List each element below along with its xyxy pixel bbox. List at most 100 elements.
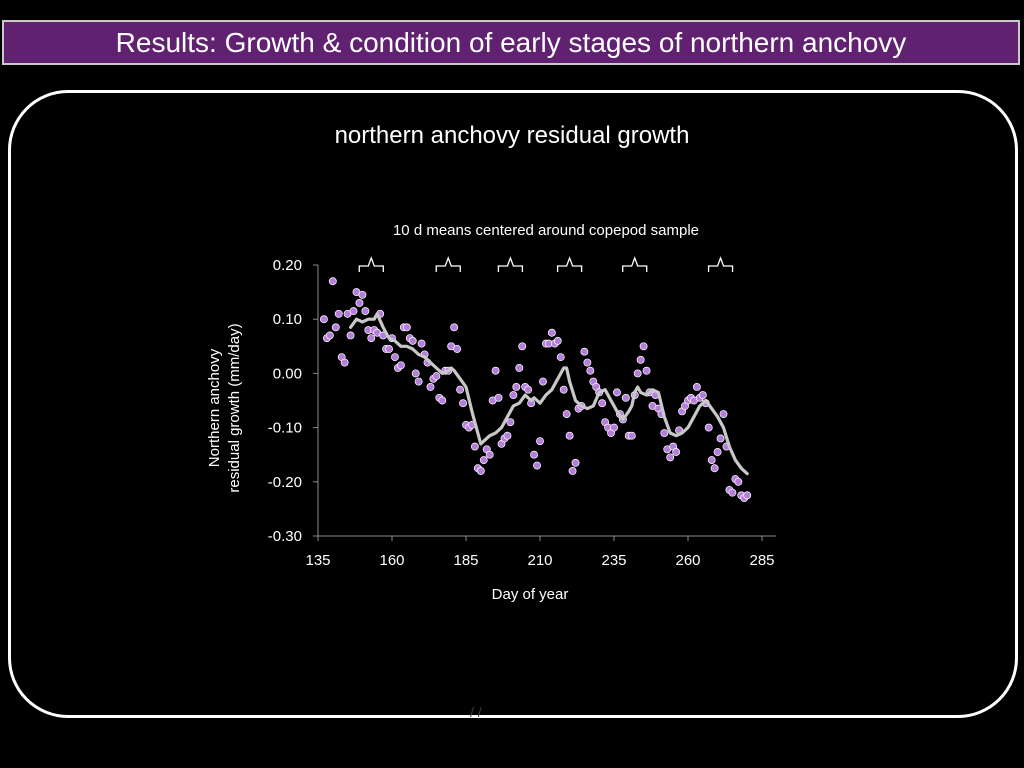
y-tick-label: -0.20	[268, 474, 302, 491]
data-point	[598, 399, 607, 408]
sample-bracket	[497, 256, 524, 272]
data-point	[719, 410, 728, 418]
data-point	[459, 399, 467, 408]
data-point	[633, 369, 642, 378]
data-point	[728, 488, 737, 497]
data-point	[559, 385, 568, 394]
data-point	[627, 431, 636, 440]
data-point	[710, 464, 719, 473]
data-point	[642, 366, 651, 375]
data-point	[494, 393, 503, 402]
chart-title: northern anchovy residual growth	[334, 122, 690, 149]
data-point	[565, 431, 574, 440]
data-point	[509, 391, 518, 400]
chart-panel	[8, 90, 1018, 718]
data-point	[456, 385, 465, 394]
x-tick-label: 185	[453, 552, 478, 569]
data-point	[340, 358, 349, 367]
data-point	[580, 347, 589, 356]
y-axis-label-line: residual growth (mm/day)	[226, 323, 243, 492]
data-point	[391, 353, 399, 362]
sample-bracket	[556, 256, 583, 272]
y-tick-label: -0.10	[268, 420, 302, 437]
data-point	[713, 448, 722, 456]
data-point	[672, 448, 681, 456]
sample-bracket	[435, 256, 461, 272]
data-point	[485, 450, 494, 459]
data-point	[396, 361, 405, 370]
data-point	[533, 461, 541, 470]
data-point	[503, 431, 512, 440]
data-point	[698, 391, 707, 400]
data-point	[334, 309, 343, 318]
data-point	[349, 307, 358, 316]
x-tick-label: 260	[675, 552, 700, 569]
y-tick-label: -0.30	[268, 528, 302, 545]
y-tick-label: 0.20	[273, 257, 302, 274]
data-point	[734, 477, 743, 486]
data-point	[556, 353, 565, 362]
data-point	[530, 450, 539, 459]
data-point	[450, 323, 459, 332]
data-point	[583, 358, 592, 367]
data-point	[639, 342, 648, 351]
data-point	[716, 434, 725, 443]
x-tick-label: 160	[379, 552, 404, 569]
data-point	[660, 429, 669, 437]
running-mean-line	[349, 312, 749, 476]
data-point	[586, 366, 595, 375]
y-axis-label-line: Northern anchovy	[206, 348, 223, 467]
data-point	[707, 456, 716, 465]
x-axis-label: Day of year	[492, 586, 569, 603]
data-point	[692, 383, 701, 391]
data-point	[515, 364, 524, 372]
data-point	[328, 277, 337, 286]
x-tick-label: 235	[601, 552, 626, 569]
data-point	[367, 334, 376, 343]
data-point	[636, 355, 645, 364]
data-point	[666, 453, 675, 462]
data-point	[346, 331, 355, 340]
x-tick-label: 285	[749, 552, 774, 569]
data-point	[417, 339, 426, 348]
data-point	[414, 377, 423, 386]
data-point	[621, 393, 630, 402]
x-tick-label: 135	[305, 552, 330, 569]
data-point	[479, 456, 488, 465]
data-point	[512, 383, 521, 391]
data-point	[539, 377, 547, 386]
data-point	[355, 298, 364, 307]
y-tick-label: 0.10	[273, 311, 302, 328]
data-point	[491, 366, 500, 375]
sample-bracket	[622, 256, 648, 272]
data-point	[426, 383, 435, 391]
data-point	[319, 315, 328, 324]
data-point	[568, 467, 577, 475]
title-bar: Results: Growth & condition of early sta…	[2, 20, 1020, 65]
data-point	[524, 385, 533, 394]
data-point	[553, 336, 562, 345]
data-point	[411, 369, 420, 378]
sample-bracket	[358, 256, 384, 272]
data-point	[536, 437, 544, 446]
obscured-text: / /	[470, 704, 482, 720]
data-point	[331, 323, 340, 332]
sample-bracket	[707, 256, 734, 272]
data-point	[385, 345, 393, 353]
data-point	[361, 307, 370, 316]
y-tick-label: 0.00	[273, 365, 302, 382]
data-point	[438, 396, 447, 405]
data-point	[358, 290, 367, 299]
slide-title: Results: Growth & condition of early sta…	[115, 26, 907, 58]
data-point	[432, 372, 441, 381]
data-point	[518, 342, 527, 351]
data-point	[470, 442, 479, 451]
data-point	[408, 336, 417, 345]
data-point	[506, 418, 515, 427]
data-point	[610, 423, 618, 432]
data-point	[476, 467, 485, 475]
data-point	[562, 410, 571, 418]
data-point	[325, 331, 334, 340]
data-point	[743, 491, 752, 500]
